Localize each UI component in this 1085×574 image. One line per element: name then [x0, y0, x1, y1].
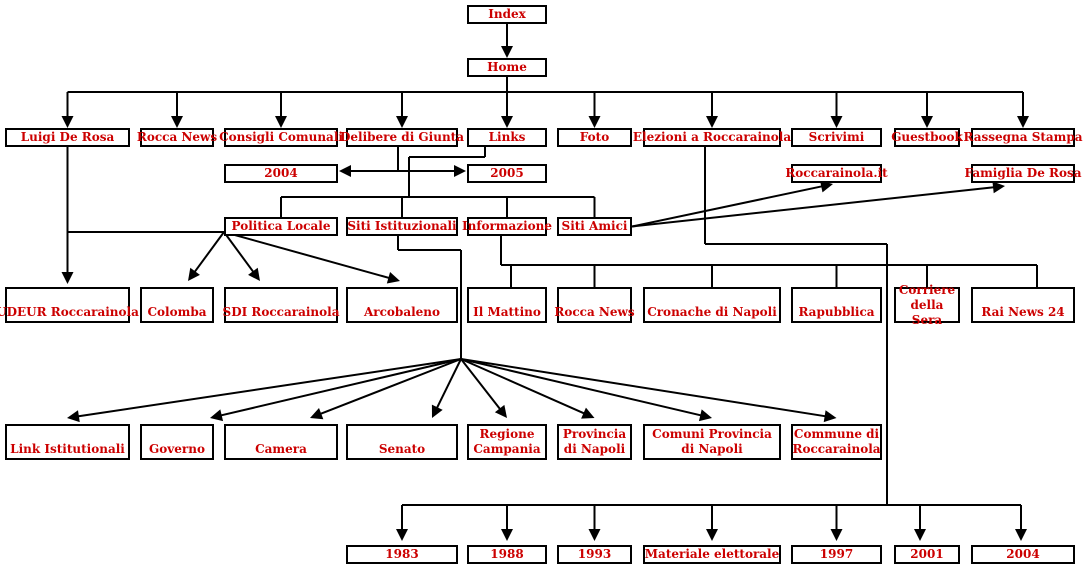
siti-amici-to-roccarainola-it-head-icon — [820, 180, 833, 193]
node-materiale-elettorale[interactable]: Materiale elettorale — [643, 545, 781, 564]
siti-ist-to-provincia-head-icon — [581, 407, 595, 419]
siti-ist-to-regione-shaft — [460, 358, 502, 411]
node-senato[interactable]: Senato — [346, 424, 458, 460]
menu-arrow-foto-head-icon — [588, 116, 601, 128]
node-luigi-de-rosa[interactable]: Luigi De Rosa — [5, 128, 130, 147]
node-camera[interactable]: Camera — [224, 424, 338, 460]
node-politica-locale[interactable]: Politica Locale — [224, 217, 338, 236]
index-to-home-arrow-head-icon — [501, 46, 513, 58]
node-rai-news-24[interactable]: Rai News 24 — [971, 287, 1075, 323]
elezioni-arrow-e1988-head-icon — [501, 529, 513, 541]
node-sdi-roccarainola[interactable]: SDI Roccarainola — [223, 287, 339, 323]
node-2004-elezioni[interactable]: 2004 — [971, 545, 1075, 564]
politica-to-sdi-shaft — [223, 231, 255, 274]
node-1983[interactable]: 1983 — [346, 545, 458, 564]
elezioni-arrow-e1983-head-icon — [396, 529, 408, 541]
siti-amici-to-roccarainola-it-shaft — [631, 185, 824, 228]
node-provincia-di-napoli[interactable]: Provincia di Napoli — [557, 424, 632, 460]
elezioni-arrow-e1997-head-icon — [830, 529, 843, 541]
node-2001[interactable]: 2001 — [894, 545, 960, 564]
node-links[interactable]: Links — [467, 128, 547, 147]
node-siti-istituzionali[interactable]: Siti Istituzionali — [346, 217, 458, 236]
menu-arrow-delibere-head-icon — [396, 116, 408, 128]
politica-to-colomba-shaft — [193, 231, 225, 274]
siti-ist-to-senato-shaft — [435, 358, 462, 410]
elezioni-arrow-e2001-head-icon — [914, 529, 926, 541]
node-elezioni-a-roccarainola[interactable]: Elezioni a Roccarainola — [633, 128, 791, 147]
node-rocca-news[interactable]: Rocca News — [137, 128, 217, 147]
node-1993[interactable]: 1993 — [557, 545, 632, 564]
node-1988[interactable]: 1988 — [467, 545, 547, 564]
node-corriere-della-sera[interactable]: Corriere della Sera — [894, 283, 960, 327]
node-rassegna-stampa[interactable]: Rassegna Stampa — [963, 128, 1083, 147]
politica-to-arcobaleno-shaft — [223, 231, 391, 280]
menu-arrow-scrivimi-head-icon — [830, 116, 843, 128]
node-regione-campania[interactable]: Regione Campania — [467, 424, 547, 460]
siti-ist-to-comuni_prov-shaft — [460, 358, 703, 417]
elezioni-arrow-e2004-head-icon — [1015, 529, 1027, 541]
luigi-to-udeur-head-icon — [61, 272, 74, 284]
node-guestbook[interactable]: Guestbook — [891, 128, 963, 147]
siti-ist-to-provincia-shaft — [460, 358, 586, 415]
node-arcobaleno[interactable]: Arcobaleno — [346, 287, 458, 323]
siti-ist-to-governo-shaft — [219, 358, 462, 417]
menu-arrow-elezioni-head-icon — [706, 116, 718, 128]
node-famiglia-de-rosa[interactable]: Famiglia De Rosa — [964, 164, 1082, 183]
node-2005-delibere[interactable]: 2005 — [467, 164, 547, 183]
node-siti-amici[interactable]: Siti Amici — [557, 217, 632, 236]
node-comuni-provincia-di-napoli[interactable]: Comuni Provincia di Napoli — [643, 424, 781, 460]
menu-arrow-luigi-head-icon — [61, 116, 74, 128]
elezioni-arrow-e1993-head-icon — [588, 529, 601, 541]
siti-ist-to-regione-head-icon — [494, 404, 507, 418]
menu-arrow-rassegna-head-icon — [1017, 116, 1029, 128]
politica-to-colomba-head-icon — [188, 267, 200, 281]
siti-ist-to-senato-head-icon — [431, 404, 443, 418]
node-2004-delibere[interactable]: 2004 — [224, 164, 338, 183]
node-il-mattino[interactable]: Il Mattino — [467, 287, 547, 323]
menu-arrow-links-head-icon — [501, 116, 513, 128]
delibere-to-2005-head-icon — [454, 165, 466, 177]
node-delibere-di-giunta[interactable]: Delibere di Giunta — [340, 128, 464, 147]
node-cronache-di-napoli[interactable]: Cronache di Napoli — [643, 287, 781, 323]
node-udeur-roccarainola[interactable]: UDEUR Roccarainola — [0, 287, 139, 323]
node-commune-di-roccarainola[interactable]: Commune di Roccarainola — [791, 424, 882, 460]
siti-ist-to-comuni_prov-head-icon — [698, 409, 712, 422]
menu-arrow-rocca_news-head-icon — [171, 116, 183, 128]
node-informazione[interactable]: Informazione — [462, 217, 552, 236]
menu-arrow-consigli-head-icon — [275, 116, 287, 128]
node-1997[interactable]: 1997 — [791, 545, 882, 564]
siti-amici-to-famiglia-shaft — [631, 186, 996, 228]
siti-ist-to-camera-shaft — [318, 358, 462, 416]
elezioni-arrow-materiale-head-icon — [706, 529, 718, 541]
delibere-to-2004-head-icon — [339, 165, 351, 177]
siti-ist-to-comune-shaft — [460, 358, 827, 418]
siti-ist-to-comune-head-icon — [823, 410, 837, 423]
node-rocca-news-informazione[interactable]: Rocca News — [554, 287, 635, 323]
siti-ist-to-link_ist-head-icon — [67, 410, 80, 423]
node-rapubblica[interactable]: Rapubblica — [791, 287, 882, 323]
node-foto[interactable]: Foto — [557, 128, 632, 147]
politica-to-arcobaleno-head-icon — [386, 272, 400, 284]
node-home[interactable]: Home — [467, 58, 547, 77]
siti-ist-to-governo-head-icon — [210, 409, 224, 422]
node-roccarainola-it[interactable]: Roccarainola.it — [785, 164, 888, 183]
menu-arrow-guestbook-head-icon — [921, 116, 933, 128]
node-colomba[interactable]: Colomba — [140, 287, 214, 323]
node-index[interactable]: Index — [467, 5, 547, 24]
node-consigli-comunali[interactable]: Consigli Comunali — [219, 128, 343, 147]
node-governo[interactable]: Governo — [140, 424, 214, 460]
politica-to-sdi-head-icon — [248, 267, 260, 281]
node-link-istitutionali[interactable]: Link Istitutionali — [5, 424, 130, 460]
siti-ist-to-camera-head-icon — [310, 408, 324, 420]
node-scrivimi[interactable]: Scrivimi — [791, 128, 882, 147]
siti-ist-to-link_ist-shaft — [76, 358, 462, 418]
siti-amici-to-famiglia-head-icon — [992, 181, 1005, 194]
